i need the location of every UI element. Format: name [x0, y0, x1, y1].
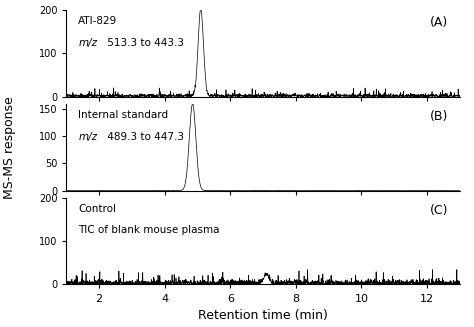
Text: m/z: m/z — [78, 38, 97, 48]
X-axis label: Retention time (min): Retention time (min) — [198, 309, 328, 322]
Text: (A): (A) — [430, 16, 448, 29]
Text: Control: Control — [78, 204, 116, 214]
Text: m/z: m/z — [78, 131, 97, 142]
Text: (C): (C) — [429, 204, 448, 217]
Text: TIC of blank mouse plasma: TIC of blank mouse plasma — [78, 225, 219, 235]
Text: 489.3 to 447.3: 489.3 to 447.3 — [104, 131, 184, 142]
Text: MS-MS response: MS-MS response — [3, 96, 16, 198]
Text: 513.3 to 443.3: 513.3 to 443.3 — [104, 38, 184, 48]
Text: (B): (B) — [429, 110, 448, 123]
Text: ATI-829: ATI-829 — [78, 16, 118, 26]
Text: Internal standard: Internal standard — [78, 110, 168, 120]
